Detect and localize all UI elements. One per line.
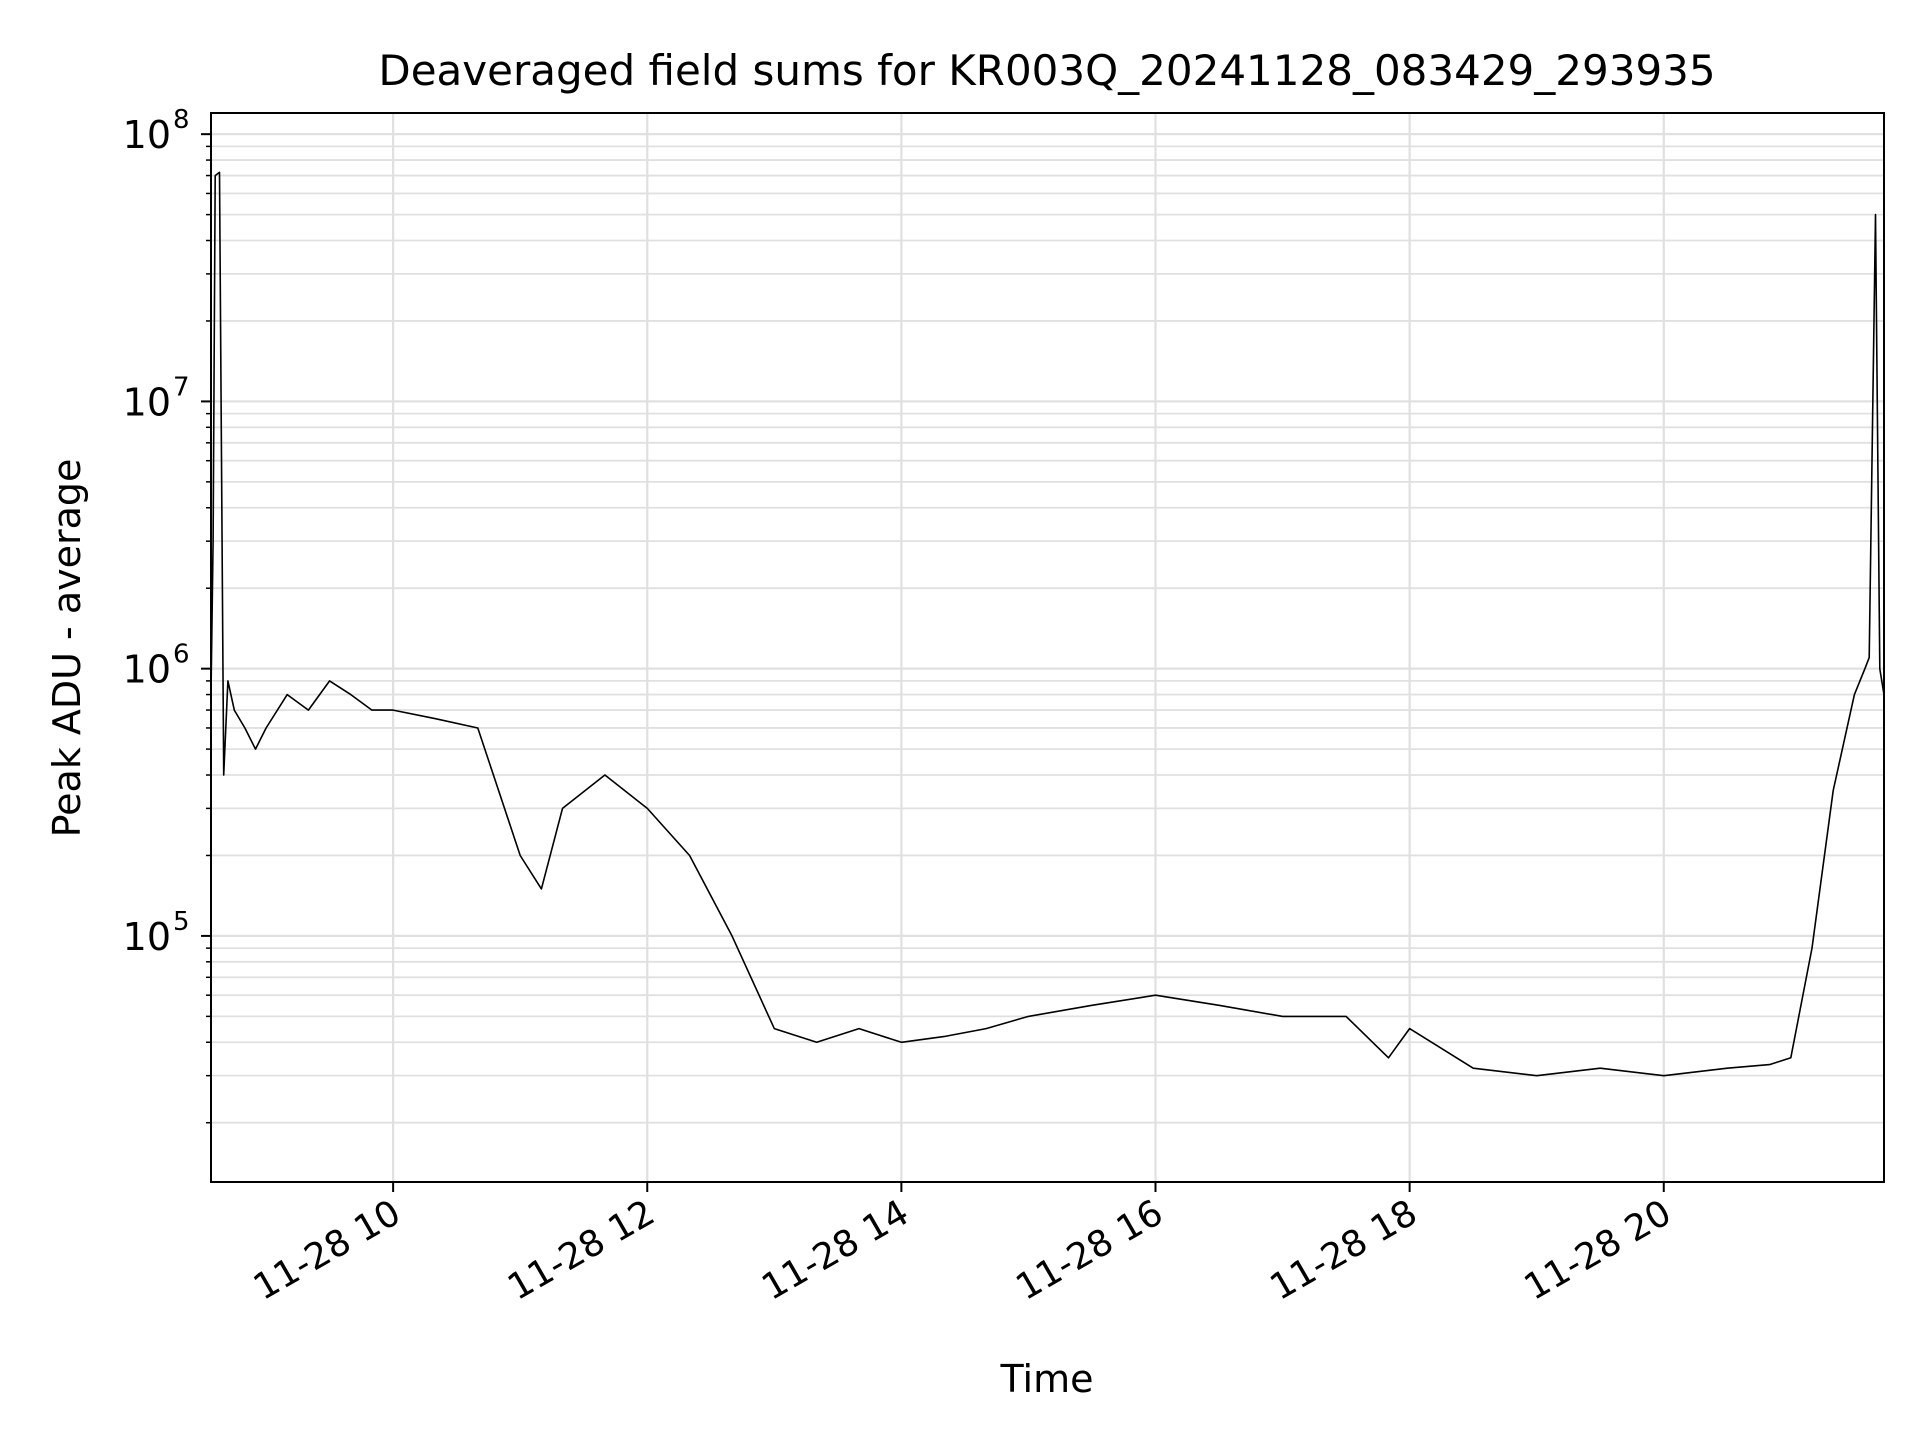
x-axis-label: Time: [1000, 1357, 1094, 1401]
y-tick-label: 10: [123, 648, 171, 692]
y-tick-label-exponent: 6: [173, 640, 190, 670]
y-axis-label: Peak ADU - average: [45, 459, 89, 838]
y-tick-label-exponent: 7: [173, 372, 190, 402]
y-tick-label: 10: [123, 915, 171, 959]
chart-title: Deaveraged field sums for KR003Q_2024112…: [378, 46, 1715, 95]
y-tick-label-exponent: 8: [173, 105, 190, 135]
plot-frame: [210, 112, 1885, 1183]
y-tick-label-exponent: 5: [173, 907, 190, 937]
series-line: [210, 171, 1885, 1077]
grid: [211, 113, 1884, 1182]
y-tick-label: 10: [123, 380, 171, 424]
y-tick-label: 10: [123, 113, 171, 157]
data-layer: [210, 171, 1885, 1077]
